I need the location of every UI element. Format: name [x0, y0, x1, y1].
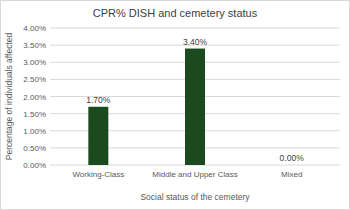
grid-line	[50, 28, 340, 29]
x-tick-label: Working-Class	[72, 170, 124, 179]
y-tick-label: 1.50%	[23, 110, 46, 119]
title: CPR% DISH and cemetery status	[93, 7, 258, 19]
y-tick-label: 2.50%	[23, 75, 46, 84]
y-tick-label: 4.00%	[23, 24, 46, 33]
chart-border	[1, 1, 350, 210]
y-tick-label: 2.00%	[23, 93, 46, 102]
chart: CPR% DISH and cemetery status 0.00% 0.50% 1…	[0, 0, 350, 210]
data-label: 1.70%	[86, 95, 111, 105]
x-tick-label: Middle and Upper Class	[152, 170, 237, 179]
y-tick-label: 0.00%	[23, 161, 46, 170]
y-tick-label: 3.00%	[23, 58, 46, 67]
y-axis-label: Percentage of individuals affected	[4, 33, 14, 161]
data-label: 3.40%	[183, 37, 208, 47]
data-label: 0.00%	[280, 153, 305, 163]
x-tick-label: Mixed	[281, 170, 302, 179]
x-axis-label: Social status of the cemetery	[140, 192, 250, 202]
y-tick-label: 3.50%	[23, 41, 46, 50]
y-tick-label: 1.00%	[23, 127, 46, 136]
bars	[88, 49, 205, 165]
bar	[88, 107, 108, 165]
bar	[185, 49, 205, 165]
y-tick-label: 0.50%	[23, 144, 46, 153]
bar	[282, 165, 302, 166]
